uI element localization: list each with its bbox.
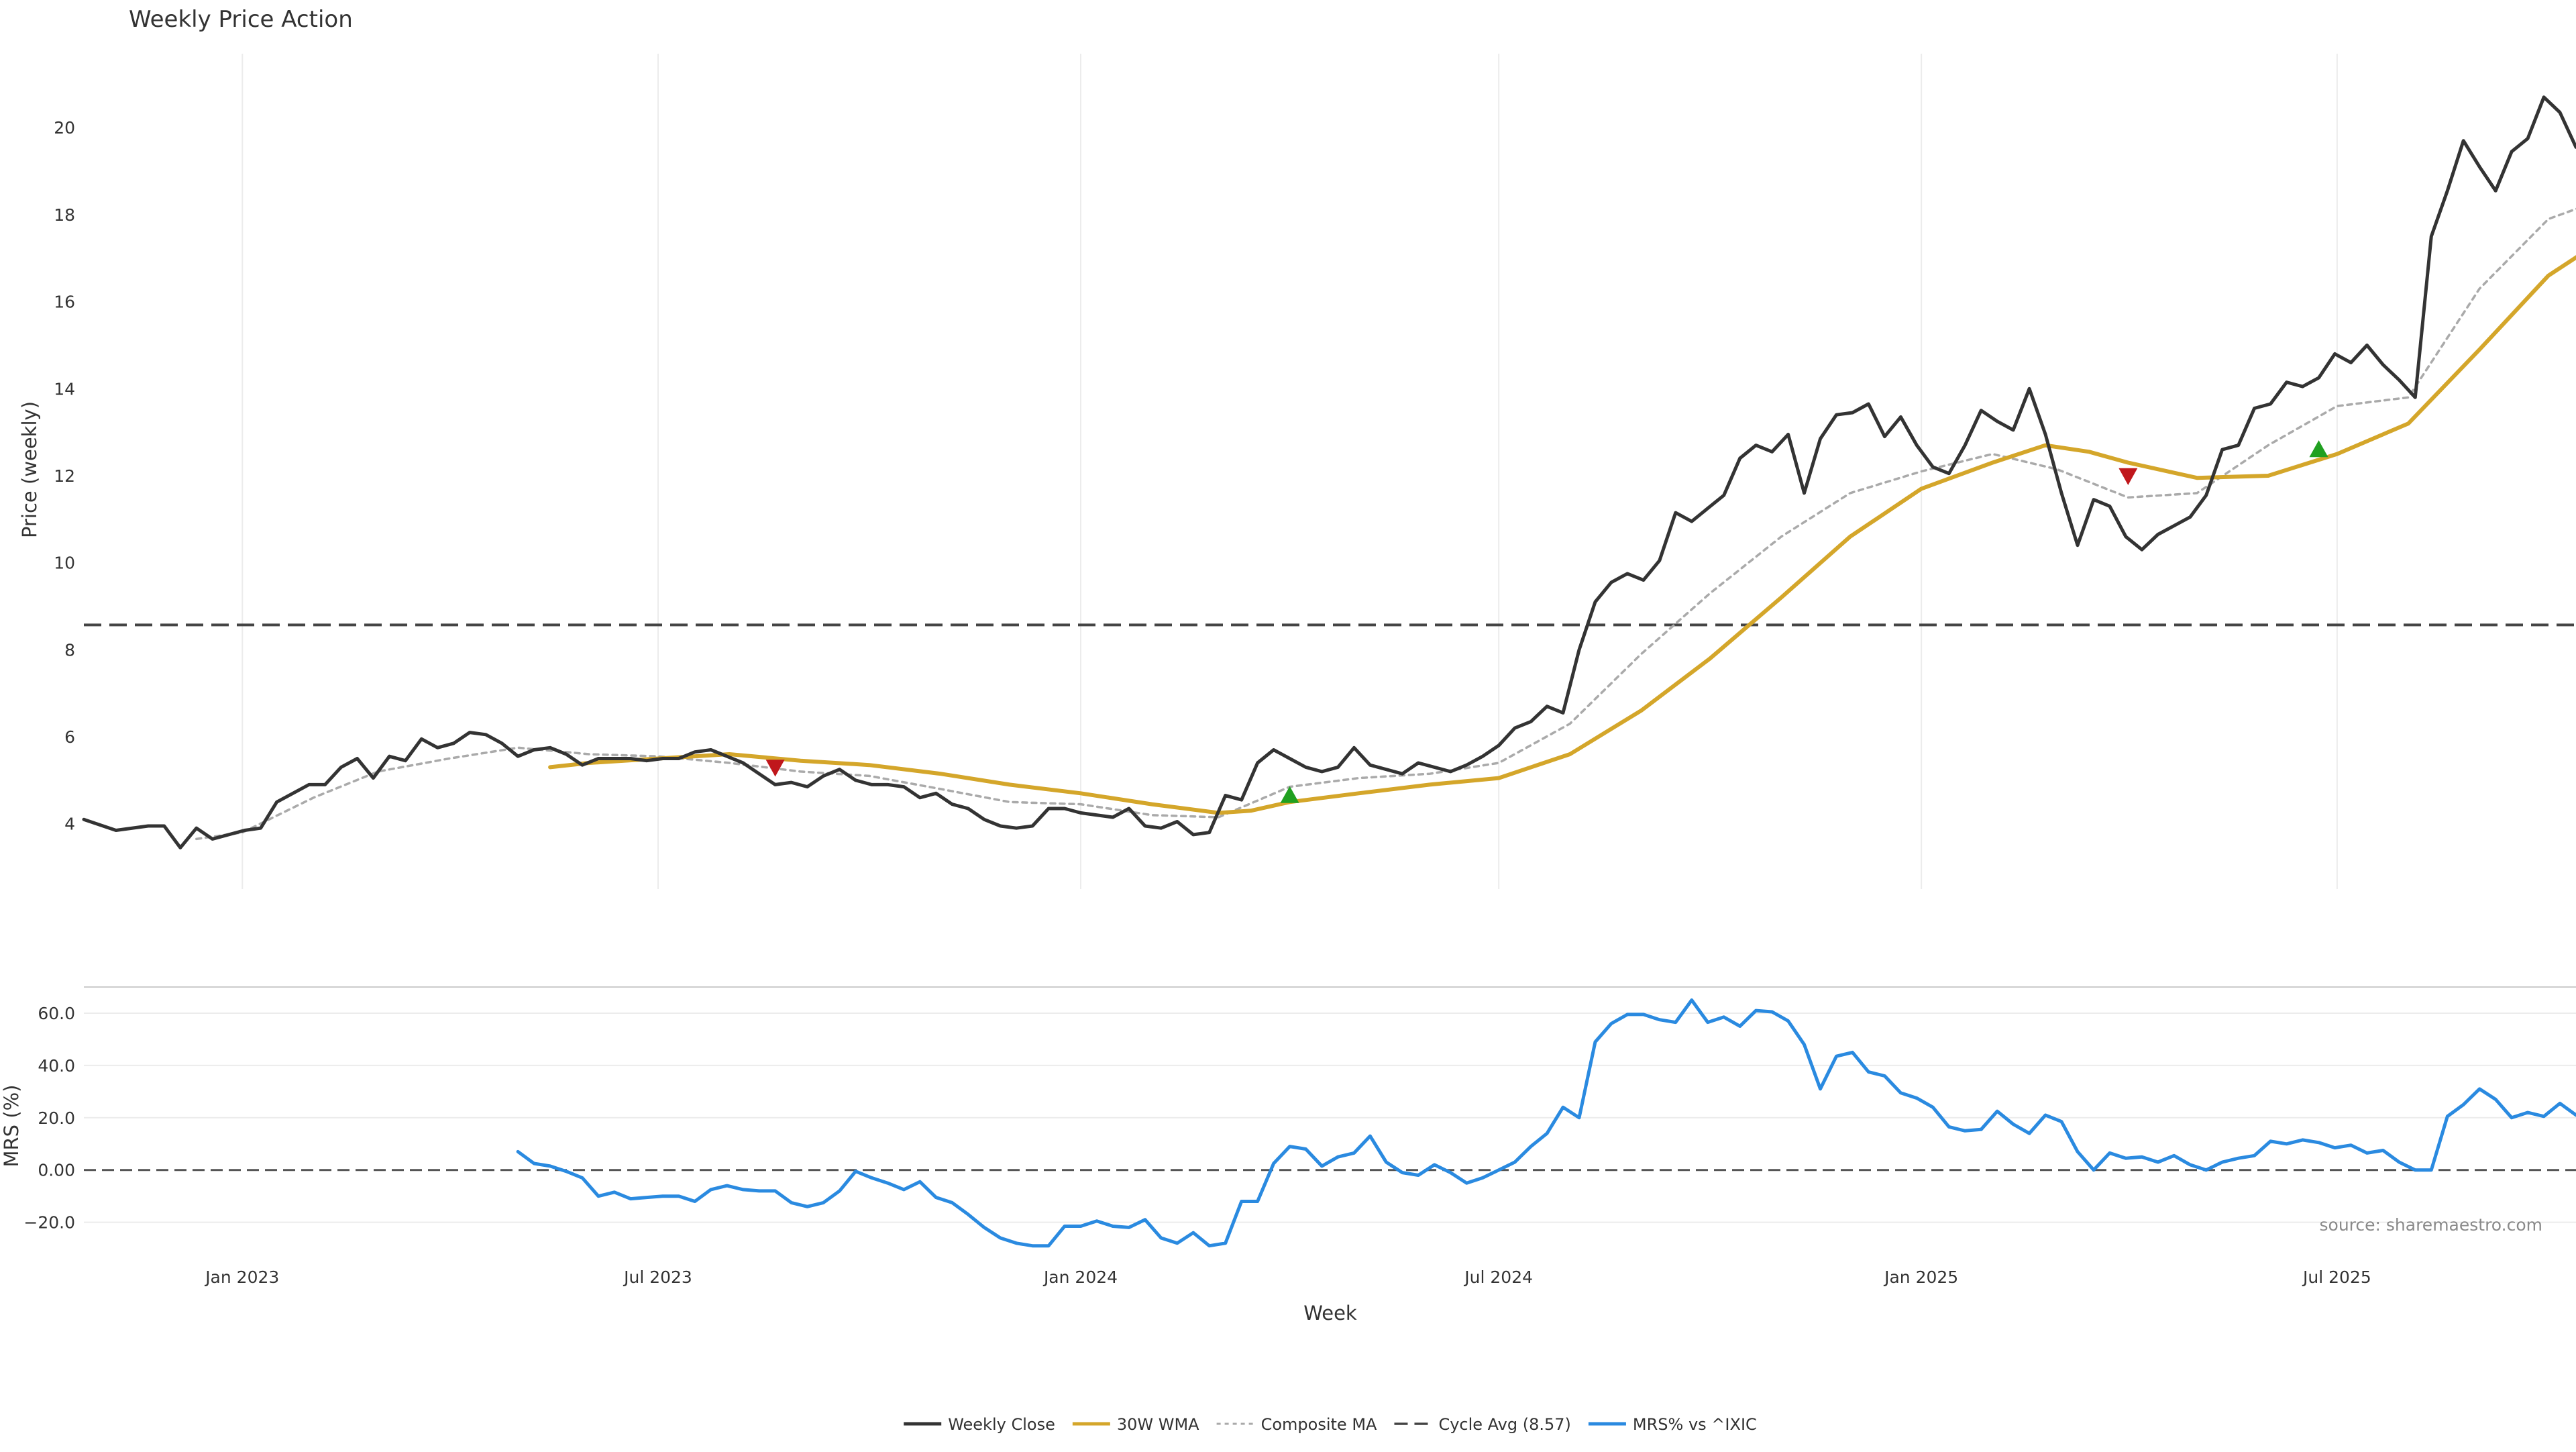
signal-marker-up: [2309, 440, 2328, 458]
signal-marker-down: [2118, 468, 2138, 485]
legend: Weekly Close 30W WMA Composite MA Cycle Avg…: [904, 1415, 1757, 1434]
mrs-grid: [84, 1012, 2576, 1223]
signal-markers: [765, 440, 2328, 803]
x-tick-label: Jul 2025: [2302, 1267, 2371, 1287]
series-weekly-close: [82, 95, 2576, 849]
mrs-y-tick-label: 60.0: [38, 1004, 75, 1023]
mrs-y-ticks: −20.0 0.00 20.0 40.0 60.0: [23, 1004, 75, 1233]
price-y-tick-label: 6: [64, 727, 75, 747]
x-tick-label: Jan 2024: [1042, 1267, 1118, 1287]
series-composite-ma: [195, 207, 2576, 841]
legend-label: 30W WMA: [1117, 1415, 1199, 1434]
legend-item: Weekly Close: [904, 1415, 1055, 1434]
signal-marker-up: [1280, 786, 1299, 803]
legend-label: Composite MA: [1261, 1415, 1377, 1434]
x-tick-label: Jul 2024: [1463, 1267, 1533, 1287]
price-y-tick-label: 16: [54, 293, 75, 312]
x-tick-label: Jul 2023: [623, 1267, 692, 1287]
source-note: source: sharemaestro.com: [2320, 1215, 2543, 1235]
mrs-y-tick-label: −20.0: [23, 1213, 75, 1233]
mrs-y-tick-label: 40.0: [38, 1056, 75, 1076]
legend-label: Cycle Avg (8.57): [1438, 1415, 1570, 1434]
x-tick-label: Jan 2025: [1883, 1267, 1958, 1287]
legend-item: 30W WMA: [1072, 1415, 1199, 1434]
price-y-tick-label: 4: [64, 815, 75, 834]
mrs-y-axis-label: MRS (%): [0, 1085, 23, 1168]
price-y-tick-label: 20: [54, 118, 75, 138]
x-axis-label: Week: [1303, 1302, 1357, 1325]
mrs-y-tick-label: 0.00: [38, 1161, 75, 1180]
mrs-y-tick-label: 20.0: [38, 1108, 75, 1128]
x-tick-label: Jan 2023: [204, 1267, 279, 1287]
price-grid: [241, 54, 2338, 889]
price-y-tick-label: 12: [54, 466, 75, 486]
legend-item: MRS% vs ^IXIC: [1588, 1415, 1757, 1434]
legend-item: Cycle Avg (8.57): [1394, 1415, 1571, 1434]
price-y-ticks: 4 6 8 10 12 14 16 18 20: [54, 118, 75, 834]
x-axis-ticks: Jan 2023 Jul 2023 Jan 2024 Jul 2024 Jan 2025…: [204, 1267, 2371, 1287]
chart-title: Weekly Price Action: [129, 6, 353, 33]
legend-label: MRS% vs ^IXIC: [1633, 1415, 1757, 1434]
price-y-tick-label: 8: [64, 640, 75, 660]
series-mrs: [516, 998, 2576, 1248]
mrs-panel: −20.0 0.00 20.0 40.0 60.0 MRS (%) source: sh…: [0, 986, 2576, 1248]
price-y-axis-label: Price (weekly): [18, 401, 41, 538]
price-y-tick-label: 14: [54, 379, 75, 399]
price-series: [82, 95, 2576, 849]
price-y-tick-label: 10: [54, 554, 75, 573]
price-panel: 4 6 8 10 12 14 16 18 20 Price (weekly): [18, 54, 2576, 889]
series-30w-wma: [548, 255, 2576, 815]
legend-label: Weekly Close: [948, 1415, 1055, 1434]
price-y-tick-label: 18: [54, 205, 75, 225]
legend-item: Composite MA: [1216, 1415, 1377, 1434]
signal-marker-down: [765, 760, 785, 777]
mrs-series: [516, 998, 2576, 1248]
